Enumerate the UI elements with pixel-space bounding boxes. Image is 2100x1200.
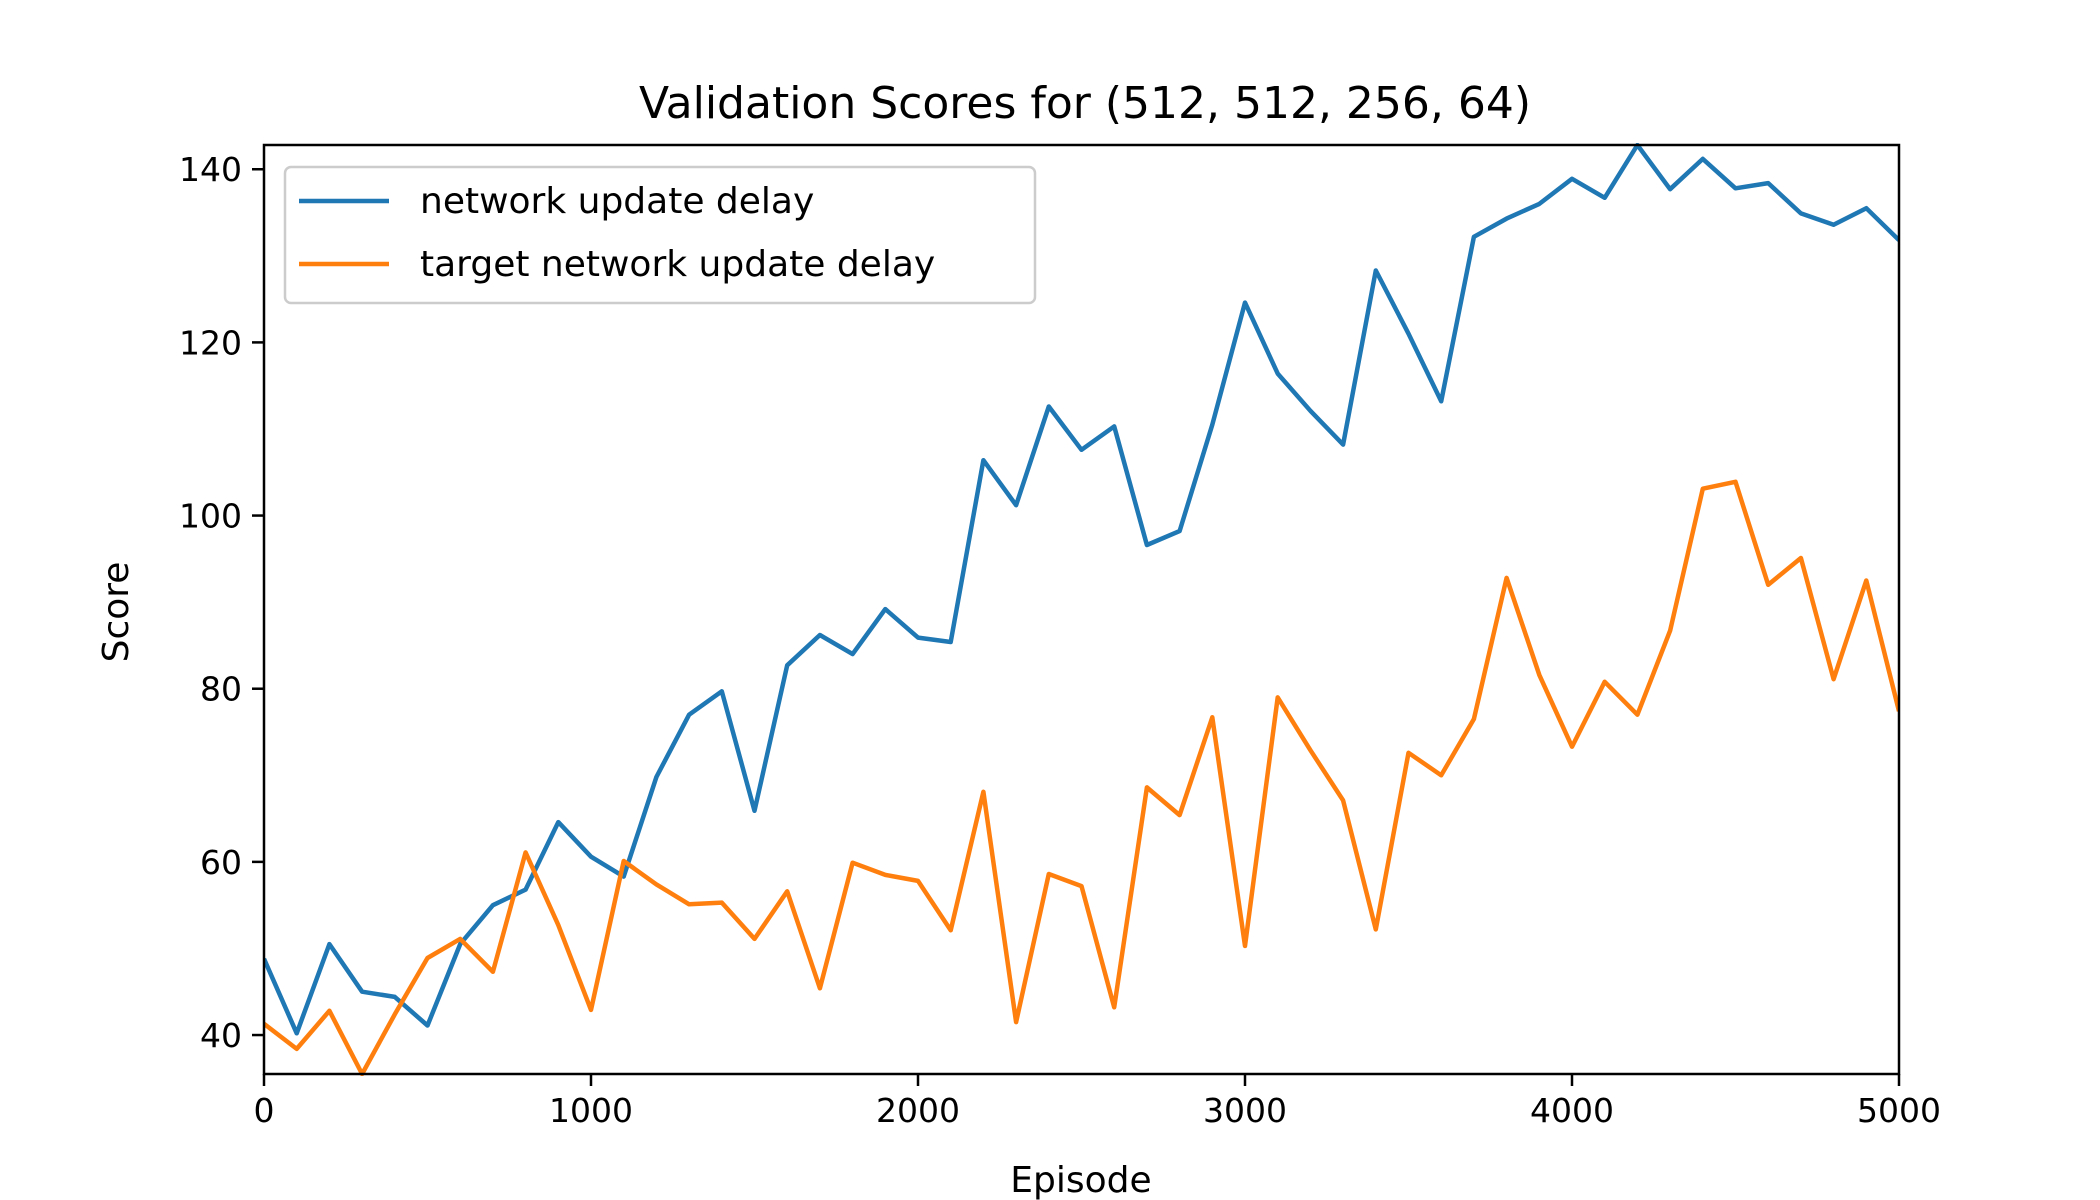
legend-box	[283, 165, 1037, 305]
x-axis-label: Episode	[1010, 1160, 1151, 1200]
legend: network update delay target network upda…	[283, 165, 1037, 305]
legend-label-target-network-update-delay: target network update delay	[420, 244, 935, 285]
y-axis: 40 60 80 100 120 140	[179, 150, 264, 1055]
legend-label-network-update-delay: network update delay	[420, 181, 814, 222]
x-tick-label: 3000	[1203, 1091, 1287, 1130]
x-tick-label: 5000	[1857, 1091, 1941, 1130]
y-axis-label: Score	[96, 562, 137, 663]
y-tick-label: 40	[200, 1016, 242, 1055]
x-tick-label: 1000	[549, 1091, 633, 1130]
y-tick-label: 60	[200, 843, 242, 882]
series-line-network-update-delay	[264, 143, 1899, 1036]
y-tick-label: 120	[179, 323, 242, 362]
plot-frame	[262, 143, 1901, 1076]
series-lines	[264, 143, 1899, 1076]
y-tick-label: 140	[179, 150, 242, 189]
y-tick-label: 80	[200, 670, 242, 709]
x-tick-label: 2000	[876, 1091, 960, 1130]
x-axis: 0 1000 2000 3000 4000 5000	[254, 1074, 1941, 1130]
chart-title: Validation Scores for (512, 512, 256, 64…	[639, 78, 1531, 129]
series-line-target-network-update-delay	[264, 479, 1899, 1076]
x-tick-label: 0	[254, 1091, 275, 1130]
y-tick-label: 100	[179, 497, 242, 536]
x-tick-label: 4000	[1530, 1091, 1614, 1130]
